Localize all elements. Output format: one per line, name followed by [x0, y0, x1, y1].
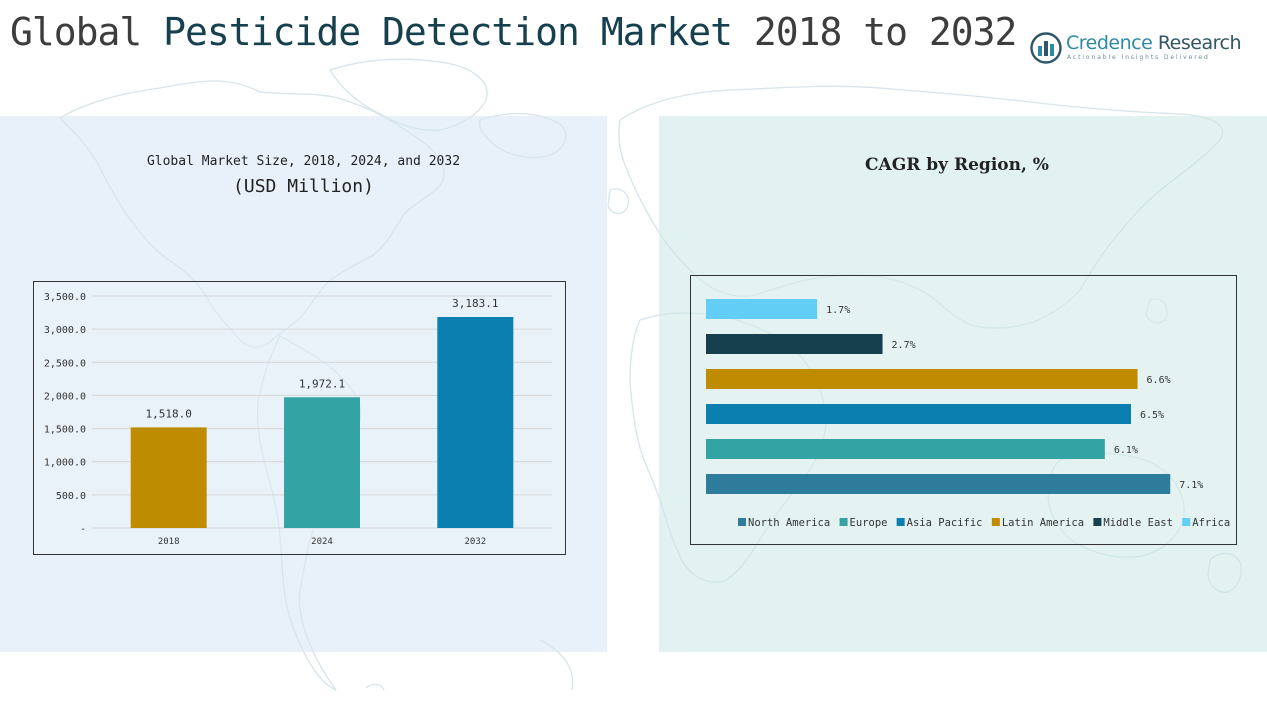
- cagr-bar-asia-pacific: [706, 404, 1131, 424]
- bar-2024: [284, 397, 360, 528]
- bar-value-label: 1,518.0: [145, 407, 191, 420]
- bar-chart-circle-icon: [1030, 32, 1062, 64]
- page-title-part1: Global: [10, 10, 142, 54]
- logo-name: Credence Research: [1066, 32, 1241, 54]
- x-tick-label: 2018: [158, 537, 180, 547]
- cagr-value-label: 1.7%: [826, 305, 850, 316]
- y-tick-label: 500.0: [56, 491, 86, 502]
- y-tick-label: -: [80, 524, 86, 535]
- credence-research-logo: Credence Research Actionable Insights De…: [1030, 30, 1241, 70]
- y-tick-label: 3,000.0: [44, 325, 86, 336]
- legend-swatch: [839, 518, 848, 526]
- y-tick-label: 2,500.0: [44, 358, 86, 369]
- market-size-chart-subtitle: (USD Million): [233, 176, 374, 197]
- y-tick-label: 1,000.0: [44, 458, 86, 469]
- market-size-chart-svg: - 500.0 1,000.0 1,500.0 2,000.0 2,500.0 3,000.…: [44, 292, 552, 547]
- bar-value-label: 1,972.1: [299, 377, 345, 390]
- cagr-value-label: 6.5%: [1140, 410, 1164, 421]
- cagr-bar-latin-america: [706, 369, 1138, 389]
- market-size-chart-title: Global Market Size, 2018, 2024, and 2032: [146, 154, 461, 169]
- cagr-value-label: 6.1%: [1114, 445, 1138, 456]
- bar-2032: [437, 317, 514, 528]
- cagr-value-label: 2.7%: [892, 340, 916, 351]
- legend-label: Asia Pacific: [907, 517, 983, 529]
- cagr-chart-title: CAGR by Region, %: [865, 155, 1049, 175]
- page-title-part2: Pesticide Detection Market: [163, 10, 733, 54]
- page-title-part3: 2018 to 2032: [753, 10, 1018, 54]
- x-tick-label: 2032: [464, 537, 486, 547]
- legend-swatch: [896, 518, 905, 526]
- legend-swatch: [991, 518, 1000, 526]
- logo-name-word1: Credence: [1066, 32, 1153, 54]
- legend-label: Middle East: [1103, 517, 1173, 529]
- legend-swatch: [738, 518, 746, 526]
- legend-label: Africa: [1192, 517, 1230, 529]
- logo-name-word2: Research: [1157, 32, 1242, 54]
- cagr-bar-north-america: [706, 474, 1171, 494]
- y-tick-label: 3,500.0: [44, 292, 86, 303]
- cagr-bar-africa: [706, 299, 818, 319]
- bar-value-label: 3,183.1: [452, 297, 498, 310]
- logo-tagline: Actionable Insights Delivered: [1067, 54, 1210, 61]
- market-size-chart: - 500.0 1,000.0 1,500.0 2,000.0 2,500.0 3,000.…: [33, 281, 566, 555]
- page-title: Global Pesticide Detection Market 2018 t…: [10, 10, 1018, 54]
- cagr-chart: 7.1% 6.1% 6.5% 6.6% 2.7% 1.7% North America Eur…: [690, 275, 1237, 545]
- legend-label: Europe: [850, 517, 888, 529]
- cagr-bar-middle-east: [706, 334, 883, 354]
- legend-label: North America: [748, 517, 830, 529]
- y-tick-label: 1,500.0: [44, 425, 86, 436]
- legend-swatch: [1182, 518, 1191, 526]
- cagr-chart-svg: 7.1% 6.1% 6.5% 6.6% 2.7% 1.7% North America Eur…: [706, 299, 1230, 529]
- bar-2018: [130, 427, 207, 528]
- x-tick-label: 2024: [311, 537, 333, 547]
- legend-swatch: [1093, 518, 1102, 526]
- y-tick-label: 2,000.0: [44, 391, 86, 402]
- cagr-bar-europe: [706, 439, 1105, 459]
- legend-label: Latin America: [1002, 517, 1084, 529]
- cagr-value-label: 6.6%: [1147, 375, 1171, 386]
- cagr-value-label: 7.1%: [1179, 480, 1203, 491]
